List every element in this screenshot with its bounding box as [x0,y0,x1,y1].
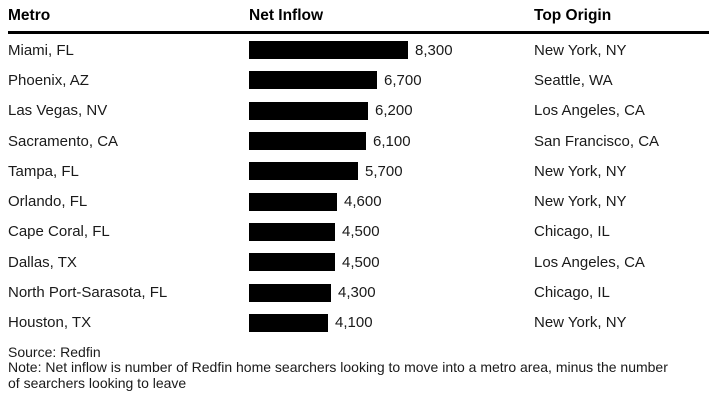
net-inflow-value: 4,300 [338,284,376,302]
origin-label: Chicago, IL [534,223,610,241]
net-inflow-bar [249,222,335,241]
origin-label: Chicago, IL [534,284,610,302]
net-inflow-bar [249,41,408,60]
net-inflow-value: 4,100 [335,314,373,332]
origin-label: Los Angeles, CA [534,253,645,271]
net-inflow-value: 5,700 [365,162,403,180]
net-inflow-cell: 4,100 [249,313,534,332]
net-inflow-bar [249,192,337,211]
net-inflow-bar [249,101,368,120]
footer: Source: Redfin Note: Net inflow is numbe… [8,343,728,392]
metro-label: Cape Coral, FL [8,223,110,241]
table-row: Dallas, TX 4,500 Los Angeles, CA [8,247,728,277]
table-row: Las Vegas, NV 6,200 Los Angeles, CA [8,96,728,126]
metro-label: Miami, FL [8,41,74,59]
metro-label: Tampa, FL [8,162,79,180]
origin-label: New York, NY [534,162,627,180]
net-inflow-bar [249,162,358,181]
column-header-net-inflow: Net Inflow [249,7,324,24]
origin-label: New York, NY [534,314,627,332]
net-inflow-cell: 4,300 [249,283,534,302]
table-row: Houston, TX 4,100 New York, NY [8,308,728,338]
net-inflow-bar [249,71,377,90]
header-rule [8,31,709,34]
table-row: Phoenix, AZ 6,700 Seattle, WA [8,65,728,95]
metro-label: Houston, TX [8,314,92,332]
net-inflow-value: 6,700 [384,71,422,89]
note-text: Note: Net inflow is number of Redfin hom… [8,359,668,391]
column-header-top-origin: Top Origin [534,7,612,24]
net-inflow-bar [249,313,328,332]
metro-label: Dallas, TX [8,253,77,271]
metro-label: Sacramento, CA [8,132,119,150]
net-inflow-cell: 4,500 [249,222,534,241]
net-inflow-cell: 4,600 [249,192,534,211]
origin-label: New York, NY [534,41,627,59]
metro-label: Las Vegas, NV [8,102,108,120]
net-inflow-value: 6,200 [375,102,413,120]
net-inflow-cell: 5,700 [249,162,534,181]
metro-label: North Port-Sarasota, FL [8,284,168,302]
origin-label: Los Angeles, CA [534,102,645,120]
table-row: Cape Coral, FL 4,500 Chicago, IL [8,217,728,247]
net-inflow-value: 4,500 [342,223,380,241]
metro-label: Orlando, FL [8,193,88,211]
net-inflow-bar [249,283,331,302]
table-header: Metro Net Inflow Top Origin [8,7,728,31]
source-text: Source: Redfin [8,343,101,360]
net-inflow-bar [249,253,335,272]
column-header-metro: Metro [8,7,51,24]
net-inflow-bar [249,132,366,151]
origin-label: Seattle, WA [534,71,613,89]
net-inflow-value: 8,300 [415,41,453,59]
origin-label: New York, NY [534,193,627,211]
net-inflow-cell: 6,700 [249,71,534,90]
net-inflow-value: 4,600 [344,193,382,211]
net-inflow-value: 6,100 [373,132,411,150]
table-row: Sacramento, CA 6,100 San Francisco, CA [8,126,728,156]
table-body: Miami, FL 8,300 New York, NY Phoenix, AZ 6,7… [8,34,728,338]
net-inflow-cell: 6,200 [249,101,534,120]
table-row: North Port-Sarasota, FL 4,300 Chicago, IL [8,277,728,307]
origin-label: San Francisco, CA [534,132,660,150]
table-row: Tampa, FL 5,700 New York, NY [8,156,728,186]
metro-label: Phoenix, AZ [8,71,89,89]
net-inflow-cell: 6,100 [249,132,534,151]
table-row: Orlando, FL 4,600 New York, NY [8,186,728,216]
net-inflow-cell: 4,500 [249,253,534,272]
net-inflow-cell: 8,300 [249,41,534,60]
net-inflow-value: 4,500 [342,253,380,271]
table-row: Miami, FL 8,300 New York, NY [8,35,728,65]
